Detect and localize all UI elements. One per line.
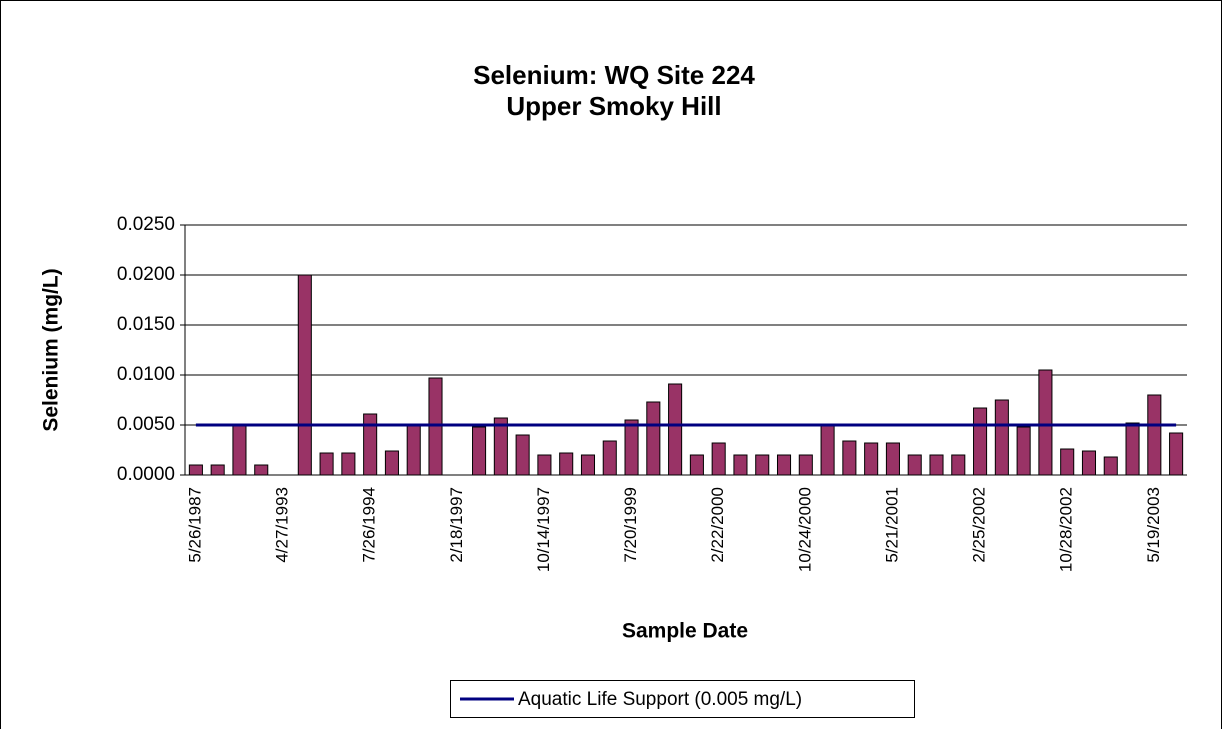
bar [820,424,835,476]
bar [602,440,617,476]
bar [1125,422,1140,476]
chart-title: Selenium: WQ Site 224 [473,60,755,90]
bar [689,454,704,476]
y-tick-label: 0.0100 [117,364,175,385]
bar [885,442,900,476]
legend-label: Aquatic Life Support (0.005 mg/L) [518,689,802,710]
bar [951,454,966,476]
legend [450,680,915,718]
bar [341,452,356,476]
x-tick-label: 2/25/2002 [970,487,989,563]
bar [864,442,879,476]
y-tick-label: 0.0200 [117,264,175,285]
bar [580,454,596,476]
bar [798,454,813,476]
bar [907,454,922,476]
bar [1060,448,1075,476]
bar [994,399,1009,476]
bar [776,454,792,476]
x-tick-label: 10/14/1997 [534,487,553,572]
bar [384,450,399,476]
y-tick-label: 0.0150 [117,314,175,335]
bar [842,440,857,476]
bar [232,424,247,476]
bar [1147,394,1162,476]
y-tick-label: 0.0250 [117,214,175,235]
bar [733,454,748,476]
bar [1038,369,1053,476]
x-tick-label: 2/18/1997 [447,487,466,563]
x-tick-label: 7/20/1999 [621,487,640,563]
x-tick-label: 5/26/1987 [185,487,204,563]
bar [559,452,574,476]
bar [1103,456,1118,476]
bar [1169,432,1184,476]
bar [472,426,487,476]
bar [1081,450,1097,476]
x-tick-label: 10/24/2000 [795,487,814,572]
y-tick-label: 0.0000 [117,464,175,485]
bar [973,407,988,476]
bar [711,442,726,476]
x-tick-label: 7/26/1994 [360,487,379,563]
bar [668,383,683,476]
bar [406,424,421,476]
chart-subtitle: Upper Smoky Hill [506,91,721,121]
y-tick-label: 0.0050 [117,414,175,435]
bar [624,419,639,476]
x-tick-label: 5/21/2001 [882,487,901,563]
bar [297,274,312,476]
bar [537,454,552,476]
bar [188,464,203,476]
x-tick-label: 5/19/2003 [1144,487,1163,563]
bar [515,434,530,476]
bar [319,452,334,476]
bar [929,454,944,476]
y-axis-title: Selenium (mg/L) [40,268,63,431]
bar [646,401,661,476]
x-tick-label: 4/27/1993 [273,487,292,563]
x-axis-title: Sample Date [622,620,748,643]
bar [1016,426,1031,476]
bar [210,464,225,476]
x-tick-label: 2/22/2000 [708,487,727,563]
x-tick-label: 10/28/2002 [1057,487,1076,572]
bar [363,413,378,476]
bar [493,417,508,476]
bar [254,464,269,476]
bar [755,454,770,476]
